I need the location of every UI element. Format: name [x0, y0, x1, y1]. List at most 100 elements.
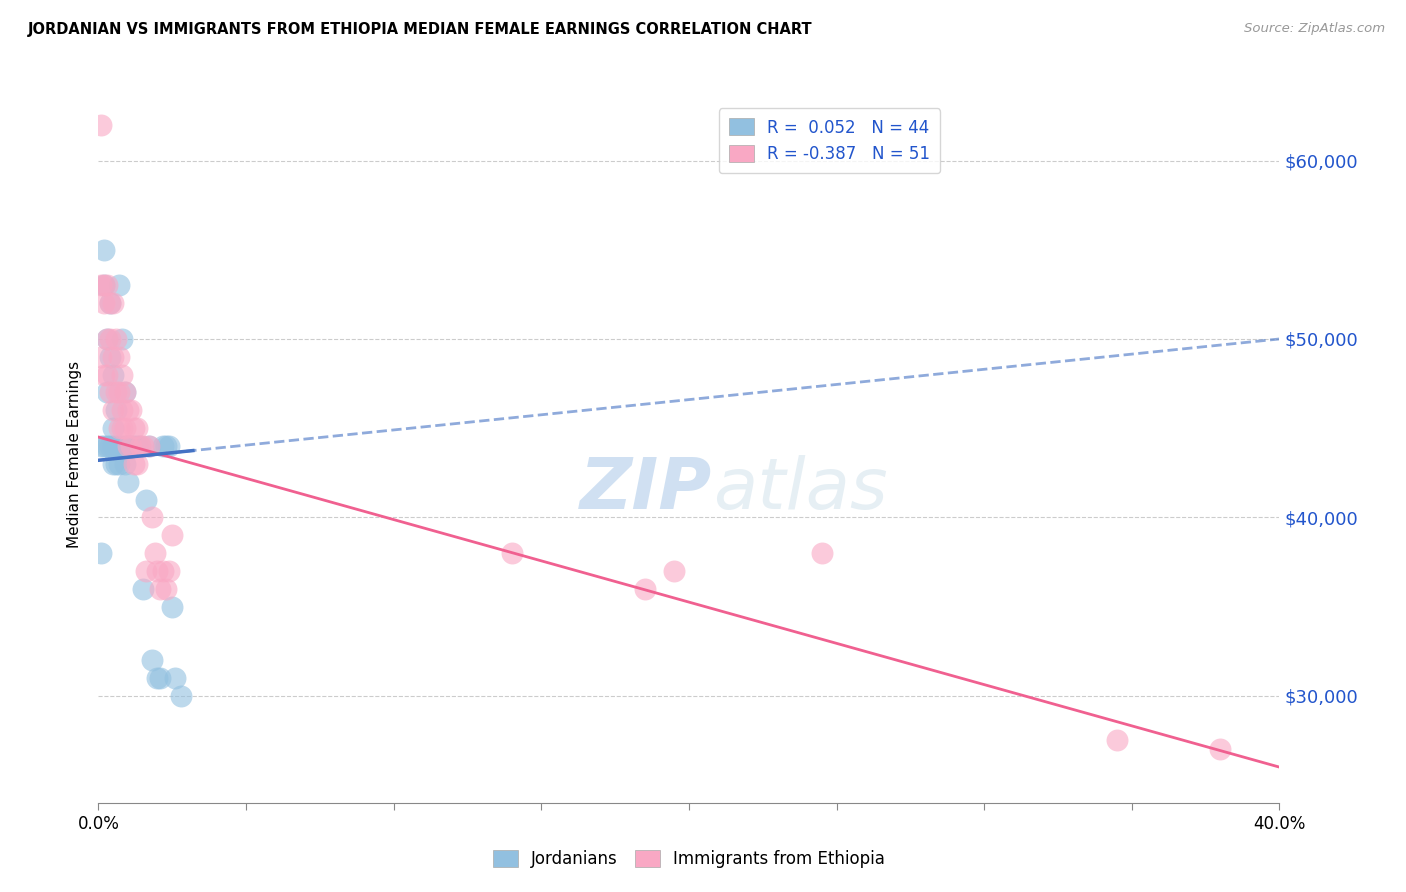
- Point: [114, 421, 136, 435]
- Point: [157, 564, 180, 578]
- Point: [114, 457, 136, 471]
- Point: [108, 350, 131, 364]
- Point: [170, 689, 193, 703]
- Point: [122, 457, 145, 471]
- Point: [117, 403, 139, 417]
- Point: [103, 403, 125, 417]
- Point: [120, 439, 142, 453]
- Text: ZIP: ZIP: [581, 455, 713, 524]
- Point: [141, 653, 163, 667]
- Point: [146, 564, 169, 578]
- Point: [120, 439, 142, 453]
- Point: [120, 403, 142, 417]
- Text: atlas: atlas: [713, 455, 887, 524]
- Point: [165, 671, 187, 685]
- Point: [125, 457, 148, 471]
- Point: [141, 510, 163, 524]
- Point: [664, 564, 686, 578]
- Point: [90, 278, 112, 293]
- Point: [135, 564, 157, 578]
- Point: [152, 564, 174, 578]
- Point: [90, 546, 112, 560]
- Point: [98, 350, 121, 364]
- Point: [155, 582, 177, 596]
- Point: [117, 475, 139, 489]
- Point: [122, 421, 145, 435]
- Point: [108, 457, 131, 471]
- Point: [96, 332, 118, 346]
- Point: [105, 439, 128, 453]
- Point: [128, 439, 150, 453]
- Point: [111, 368, 134, 382]
- Point: [105, 403, 128, 417]
- Point: [93, 278, 115, 293]
- Point: [501, 546, 523, 560]
- Point: [633, 582, 655, 596]
- Point: [108, 385, 131, 400]
- Legend: Jordanians, Immigrants from Ethiopia: Jordanians, Immigrants from Ethiopia: [486, 843, 891, 874]
- Point: [152, 439, 174, 453]
- Point: [138, 439, 160, 453]
- Point: [103, 421, 125, 435]
- Point: [103, 439, 125, 453]
- Point: [111, 439, 134, 453]
- Point: [138, 439, 160, 453]
- Point: [98, 296, 121, 310]
- Point: [132, 582, 155, 596]
- Point: [125, 439, 148, 453]
- Point: [114, 439, 136, 453]
- Point: [93, 296, 115, 310]
- Point: [128, 439, 150, 453]
- Point: [103, 350, 125, 364]
- Point: [93, 368, 115, 382]
- Point: [162, 599, 183, 614]
- Point: [103, 296, 125, 310]
- Point: [1105, 733, 1128, 747]
- Point: [125, 421, 148, 435]
- Point: [111, 403, 134, 417]
- Point: [114, 385, 136, 400]
- Point: [108, 278, 131, 293]
- Point: [105, 385, 128, 400]
- Point: [93, 278, 115, 293]
- Point: [90, 350, 112, 364]
- Y-axis label: Median Female Earnings: Median Female Earnings: [67, 361, 83, 549]
- Point: [143, 546, 166, 560]
- Point: [103, 457, 125, 471]
- Point: [98, 439, 121, 453]
- Point: [96, 439, 118, 453]
- Point: [111, 332, 134, 346]
- Point: [162, 528, 183, 542]
- Point: [111, 421, 134, 435]
- Point: [105, 457, 128, 471]
- Point: [810, 546, 832, 560]
- Point: [96, 332, 118, 346]
- Point: [90, 439, 112, 453]
- Point: [98, 385, 121, 400]
- Point: [93, 439, 115, 453]
- Point: [98, 296, 121, 310]
- Text: JORDANIAN VS IMMIGRANTS FROM ETHIOPIA MEDIAN FEMALE EARNINGS CORRELATION CHART: JORDANIAN VS IMMIGRANTS FROM ETHIOPIA ME…: [28, 22, 813, 37]
- Point: [105, 332, 128, 346]
- Point: [93, 243, 115, 257]
- Point: [149, 582, 172, 596]
- Text: Source: ZipAtlas.com: Source: ZipAtlas.com: [1244, 22, 1385, 36]
- Point: [103, 368, 125, 382]
- Point: [114, 385, 136, 400]
- Point: [90, 118, 112, 132]
- Point: [122, 439, 145, 453]
- Point: [96, 278, 118, 293]
- Point: [146, 671, 169, 685]
- Point: [117, 439, 139, 453]
- Point: [149, 671, 172, 685]
- Point: [157, 439, 180, 453]
- Point: [108, 421, 131, 435]
- Point: [108, 439, 131, 453]
- Point: [1209, 742, 1232, 756]
- Point: [132, 439, 155, 453]
- Point: [98, 332, 121, 346]
- Point: [155, 439, 177, 453]
- Point: [96, 368, 118, 382]
- Point: [117, 439, 139, 453]
- Point: [96, 385, 118, 400]
